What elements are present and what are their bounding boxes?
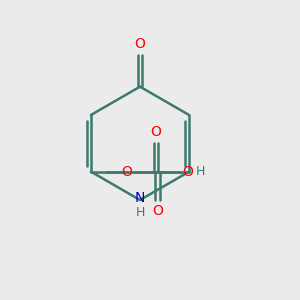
Text: O: O	[135, 37, 146, 51]
Text: H: H	[135, 206, 145, 219]
Text: O: O	[152, 204, 163, 218]
Text: N: N	[135, 191, 145, 205]
Text: O: O	[151, 125, 161, 139]
Text: O: O	[183, 165, 194, 179]
Text: O: O	[121, 165, 132, 179]
Text: H: H	[196, 165, 205, 178]
